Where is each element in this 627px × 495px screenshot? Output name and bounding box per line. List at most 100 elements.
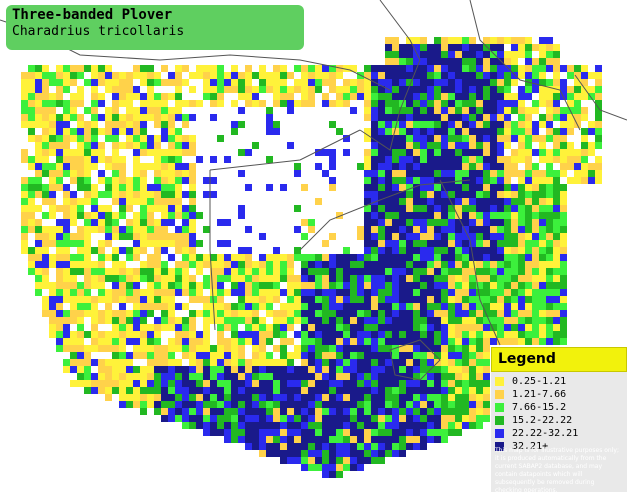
map-grid-cell	[231, 303, 238, 310]
map-grid-cell	[371, 233, 378, 240]
map-grid-cell	[343, 429, 350, 436]
map-grid-cell	[112, 338, 119, 345]
map-grid-cell	[469, 107, 476, 114]
map-grid-cell	[245, 149, 252, 156]
map-grid-cell	[203, 352, 210, 359]
map-grid-cell	[287, 408, 294, 415]
map-grid-cell	[322, 324, 329, 331]
map-grid-cell	[322, 275, 329, 282]
map-grid-cell	[322, 72, 329, 79]
map-grid-cell	[364, 114, 371, 121]
map-grid-cell	[532, 303, 539, 310]
map-grid-cell	[441, 345, 448, 352]
map-grid-cell	[546, 226, 553, 233]
map-grid-cell	[112, 135, 119, 142]
map-grid-cell	[42, 100, 49, 107]
map-grid-cell	[595, 163, 602, 170]
map-grid-cell	[308, 219, 315, 226]
map-grid-cell	[378, 163, 385, 170]
map-grid-cell	[483, 387, 490, 394]
map-grid-cell	[161, 198, 168, 205]
map-grid-cell	[112, 149, 119, 156]
map-grid-cell	[413, 429, 420, 436]
map-grid-cell	[427, 247, 434, 254]
map-grid-cell	[35, 121, 42, 128]
map-grid-cell	[91, 212, 98, 219]
map-grid-cell	[63, 121, 70, 128]
map-grid-cell	[392, 86, 399, 93]
map-grid-cell	[434, 149, 441, 156]
map-grid-cell	[56, 100, 63, 107]
map-grid-cell	[147, 303, 154, 310]
map-grid-cell	[189, 415, 196, 422]
map-grid-cell	[301, 93, 308, 100]
map-grid-cell	[504, 128, 511, 135]
map-grid-cell	[462, 345, 469, 352]
map-grid-cell	[378, 240, 385, 247]
map-grid-cell	[413, 233, 420, 240]
map-grid-cell	[119, 268, 126, 275]
map-grid-cell	[427, 422, 434, 429]
map-grid-cell	[70, 310, 77, 317]
map-grid-cell	[133, 387, 140, 394]
map-grid-cell	[98, 177, 105, 184]
map-grid-cell	[455, 149, 462, 156]
map-grid-cell	[266, 436, 273, 443]
map-grid-cell	[210, 100, 217, 107]
map-grid-cell	[217, 219, 224, 226]
map-grid-cell	[154, 282, 161, 289]
map-grid-cell	[462, 331, 469, 338]
map-grid-cell	[273, 317, 280, 324]
map-grid-cell	[420, 415, 427, 422]
map-grid-cell	[119, 373, 126, 380]
map-grid-cell	[231, 380, 238, 387]
map-grid-cell	[147, 79, 154, 86]
map-grid-cell	[385, 254, 392, 261]
map-grid-cell	[147, 366, 154, 373]
map-grid-cell	[385, 212, 392, 219]
map-grid-cell	[511, 79, 518, 86]
map-grid-cell	[448, 359, 455, 366]
map-grid-cell	[420, 261, 427, 268]
map-grid-cell	[420, 93, 427, 100]
map-grid-cell	[140, 205, 147, 212]
map-grid-cell	[140, 352, 147, 359]
map-grid-cell	[140, 198, 147, 205]
map-grid-cell	[336, 338, 343, 345]
map-grid-cell	[154, 401, 161, 408]
map-grid-cell	[497, 233, 504, 240]
map-grid-cell	[175, 198, 182, 205]
map-grid-cell	[154, 240, 161, 247]
map-grid-cell	[273, 450, 280, 457]
map-grid-cell	[98, 142, 105, 149]
map-grid-cell	[49, 233, 56, 240]
map-grid-cell	[469, 198, 476, 205]
map-grid-cell	[266, 184, 273, 191]
map-grid-cell	[140, 296, 147, 303]
map-grid-cell	[343, 135, 350, 142]
map-grid-cell	[497, 58, 504, 65]
map-grid-cell	[567, 177, 574, 184]
map-grid-cell	[266, 86, 273, 93]
map-grid-cell	[203, 387, 210, 394]
map-grid-cell	[364, 86, 371, 93]
map-grid-cell	[504, 268, 511, 275]
map-grid-cell	[448, 240, 455, 247]
map-grid-cell	[203, 303, 210, 310]
map-grid-cell	[280, 65, 287, 72]
map-grid-cell	[91, 79, 98, 86]
map-grid-cell	[392, 373, 399, 380]
map-grid-cell	[63, 72, 70, 79]
map-grid-cell	[42, 268, 49, 275]
map-grid-cell	[448, 429, 455, 436]
map-grid-cell	[154, 79, 161, 86]
map-grid-cell	[378, 72, 385, 79]
map-grid-cell	[434, 331, 441, 338]
map-grid-cell	[469, 268, 476, 275]
map-grid-cell	[56, 310, 63, 317]
map-grid-cell	[294, 422, 301, 429]
map-grid-cell	[189, 331, 196, 338]
map-grid-cell	[581, 177, 588, 184]
map-grid-cell	[511, 128, 518, 135]
map-grid-cell	[455, 79, 462, 86]
